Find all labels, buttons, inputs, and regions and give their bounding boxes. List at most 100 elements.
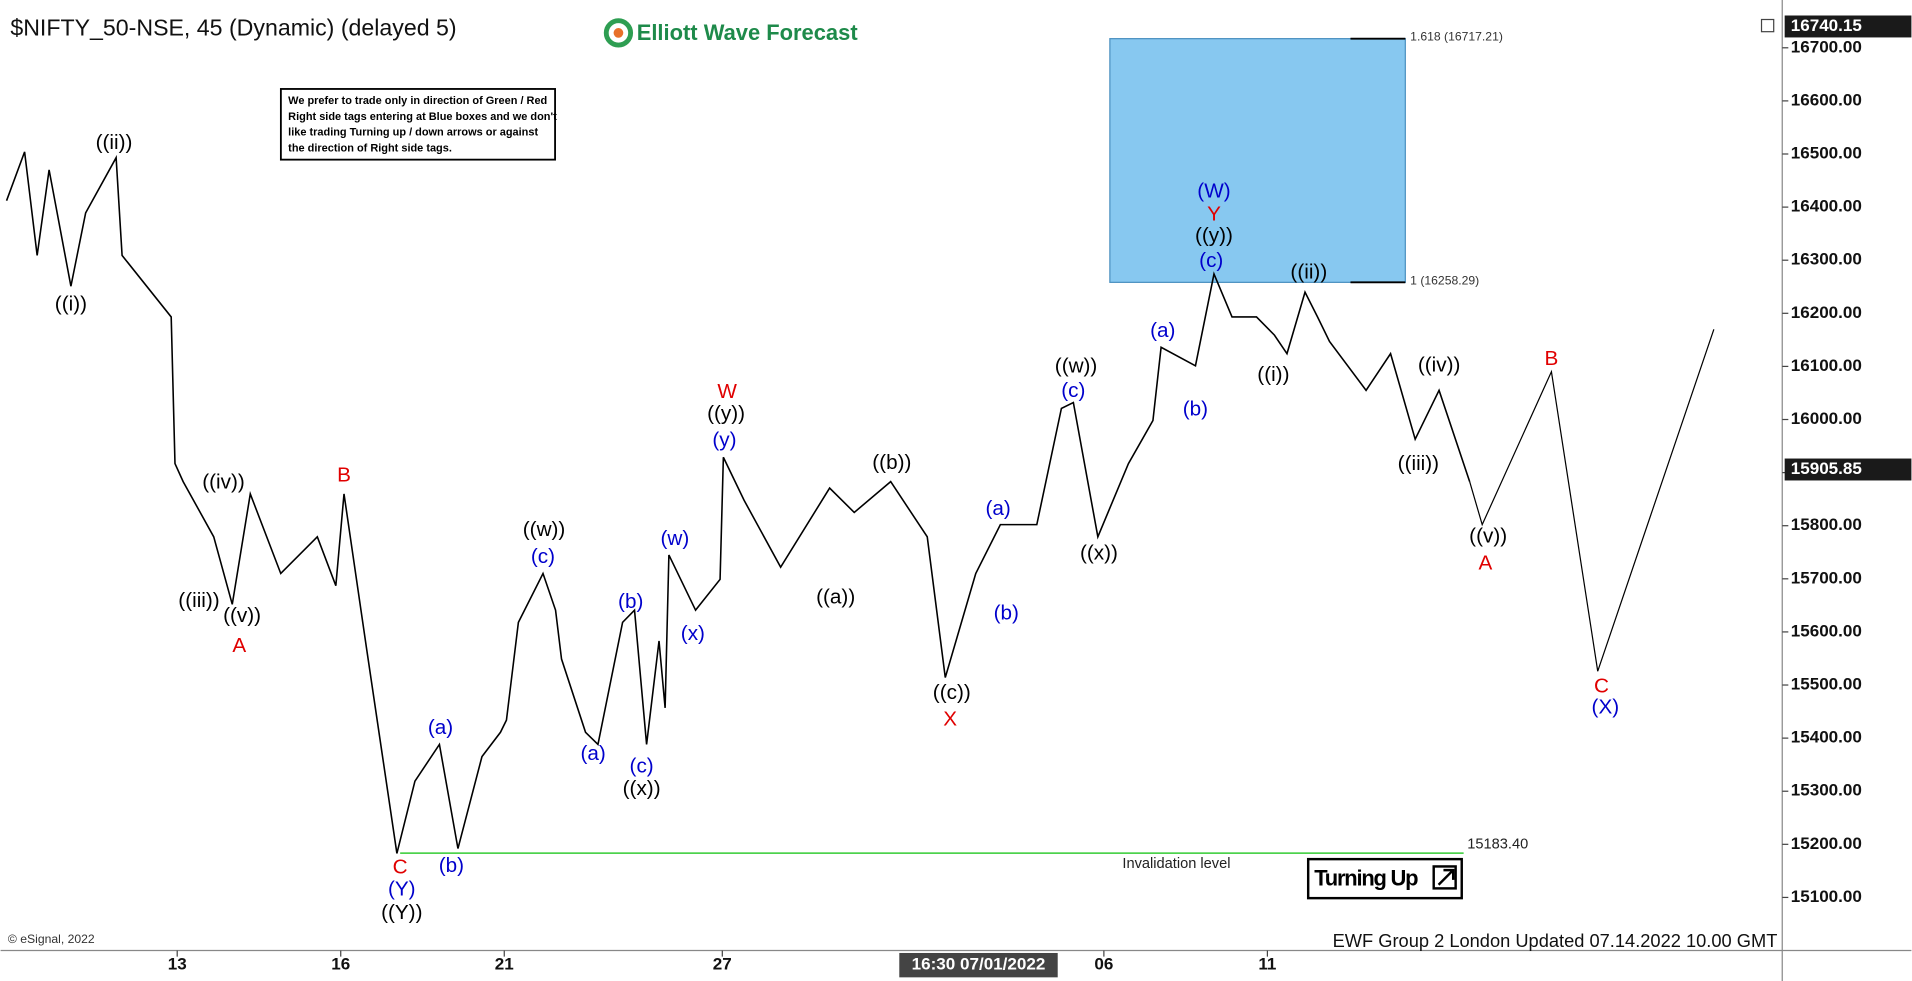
x-tick-label: 06 <box>1094 955 1113 974</box>
target-box <box>1109 38 1406 283</box>
badge-text: Turning Up <box>1314 866 1418 891</box>
wave-label: Y <box>1207 203 1221 226</box>
wave-label: ((x)) <box>1080 541 1118 564</box>
wave-label: C <box>1594 675 1609 698</box>
note-line: the direction of Right side tags. <box>288 143 452 155</box>
wave-label: (a) <box>580 742 605 765</box>
crosshair-label: 16:30 07/01/2022 <box>912 955 1046 974</box>
logo-icon <box>603 18 634 48</box>
wave-label: ((i)) <box>1257 363 1289 386</box>
price-badge-label: 16740.15 <box>1791 16 1862 35</box>
wave-label: ((iv)) <box>1418 353 1461 376</box>
y-tick-label: 16000.00 <box>1791 409 1862 428</box>
y-tick-label: 16300.00 <box>1791 250 1862 269</box>
window-icon[interactable] <box>1760 18 1775 33</box>
wave-label: ((ii)) <box>96 131 133 154</box>
wave-label: (a) <box>1150 319 1175 342</box>
wave-label: (X) <box>1592 695 1620 718</box>
wave-label: (b) <box>994 601 1019 624</box>
wave-label: ((w)) <box>523 518 566 541</box>
y-tick-label: 15300.00 <box>1791 781 1862 800</box>
fib-label: 1.618 (16717.21) <box>1410 30 1503 44</box>
note-line: Right side tags entering at Blue boxes a… <box>288 111 557 123</box>
wave-label: ((ii)) <box>1290 260 1327 283</box>
wave-label: ((y)) <box>707 402 745 425</box>
wave-label: (a) <box>428 716 453 739</box>
wave-label: (b) <box>618 590 643 613</box>
y-tick-label: 15700.00 <box>1791 568 1862 587</box>
wave-label: ((a)) <box>816 585 855 608</box>
wave-label: ((y)) <box>1195 224 1233 247</box>
wave-label: (c) <box>1061 379 1085 402</box>
wave-label: B <box>337 463 351 486</box>
wave-label: W <box>717 380 737 403</box>
y-tick-label: 16500.00 <box>1791 143 1862 162</box>
wave-label: X <box>943 708 957 731</box>
invalidation-text: Invalidation level <box>1122 856 1230 872</box>
y-tick-label: 16400.00 <box>1791 197 1862 216</box>
wave-label: ((iii)) <box>1398 452 1439 475</box>
note-box: We prefer to trade only in direction of … <box>279 88 557 161</box>
x-tick-label: 27 <box>713 955 732 974</box>
note-line: We prefer to trade only in direction of … <box>288 95 547 107</box>
invalidation-value: 15183.40 <box>1467 836 1528 852</box>
x-tick-label: 13 <box>168 955 187 974</box>
wave-label: (Y) <box>388 877 416 900</box>
wave-label: (w) <box>661 527 690 550</box>
chart-title: $NIFTY_50-NSE, 45 (Dynamic) (delayed 5) <box>10 14 456 40</box>
y-tick-label: 15200.00 <box>1791 834 1862 853</box>
turning-up-badge: Turning Up <box>1306 857 1463 900</box>
projection-line <box>1469 329 1715 672</box>
footer: EWF Group 2 London Updated 07.14.2022 10… <box>1333 930 1778 951</box>
wave-label: (b) <box>1183 397 1208 420</box>
wave-label: ((x)) <box>623 777 661 800</box>
price-badge-label: 15905.85 <box>1791 459 1862 478</box>
y-tick-label: 15600.00 <box>1791 621 1862 640</box>
y-tick-label: 16600.00 <box>1791 90 1862 109</box>
y-tick-label: 16100.00 <box>1791 356 1862 375</box>
brand-name: Elliott Wave Forecast <box>637 20 859 45</box>
wave-label: (x) <box>681 622 705 645</box>
wave-label: ((v)) <box>1469 524 1507 547</box>
plot-area: 1 (16258.29) 1.618 (16717.21) 15183.40 Inva… <box>5 30 1715 924</box>
wave-label: A <box>1479 551 1493 574</box>
fib-label: 1 (16258.29) <box>1410 273 1479 287</box>
wave-label: ((b)) <box>872 451 911 474</box>
wave-label: (c) <box>630 754 654 777</box>
wave-label: (c) <box>531 545 555 568</box>
logo-icon <box>613 28 624 38</box>
note-line: like trading Turning up / down arrows or… <box>288 127 538 139</box>
wave-label: (a) <box>985 497 1010 520</box>
wave-label: (c) <box>1199 249 1223 272</box>
crosshair-badge <box>899 952 1058 978</box>
copyright: © eSignal, 2022 <box>8 932 95 946</box>
y-tick-label: 15100.00 <box>1791 887 1862 906</box>
wave-label: A <box>232 634 246 657</box>
wave-label: ((Y)) <box>381 901 422 924</box>
wave-label: (W) <box>1197 180 1230 203</box>
wave-label: ((c)) <box>933 681 971 704</box>
wave-label: (b) <box>439 854 464 877</box>
y-tick-label: 15800.00 <box>1791 515 1862 534</box>
badge-icon <box>1437 868 1455 886</box>
price-line <box>5 151 1471 854</box>
x-tick-label: 16 <box>331 955 350 974</box>
wave-label: ((w)) <box>1055 354 1098 377</box>
y-tick-label: 16200.00 <box>1791 303 1862 322</box>
wave-label: B <box>1544 347 1558 370</box>
badge-icon <box>1432 865 1457 890</box>
wave-label: ((iii)) <box>178 589 219 612</box>
wave-label: ((iv)) <box>202 471 245 494</box>
wave-label: ((i)) <box>55 292 87 315</box>
x-tick-label: 21 <box>495 955 514 974</box>
wave-label: ((v)) <box>223 604 261 627</box>
note-frame <box>279 88 556 161</box>
y-tick-label: 15500.00 <box>1791 675 1862 694</box>
brand-logo: Elliott Wave Forecast <box>603 18 859 48</box>
wave-label: C <box>393 856 408 879</box>
price-badge <box>1784 15 1912 38</box>
y-tick-label: 15400.00 <box>1791 728 1862 747</box>
